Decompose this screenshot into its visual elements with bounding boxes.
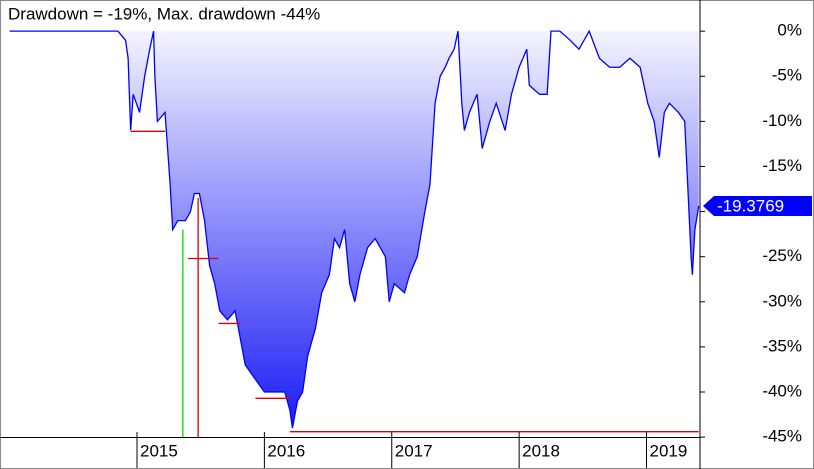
x-tick-label: 2017: [395, 441, 433, 460]
y-tick-label: 0%: [777, 21, 802, 40]
x-tick-label: 2018: [522, 441, 560, 460]
drawdown-area: [9, 31, 699, 429]
plot: [9, 29, 700, 438]
y-tick-label: -40%: [762, 381, 802, 400]
y-tick-label: -25%: [762, 246, 802, 265]
value-marker: [703, 195, 812, 216]
y-tick-label: -5%: [772, 66, 802, 85]
y-tick-label: -10%: [762, 111, 802, 130]
x-tick-label: 2019: [650, 441, 688, 460]
y-tick-label: -45%: [762, 427, 802, 446]
y-tick-label: -30%: [762, 291, 802, 310]
x-tick-label: 2015: [140, 441, 178, 460]
value-label: -19.3769: [717, 196, 784, 215]
series-line: [9, 29, 700, 429]
chart-title: Drawdown = -19%, Max. drawdown -44%: [8, 4, 320, 23]
x-tick-label: 2016: [267, 441, 305, 460]
y-tick-label: -15%: [762, 156, 802, 175]
y-tick-label: -35%: [762, 336, 802, 355]
